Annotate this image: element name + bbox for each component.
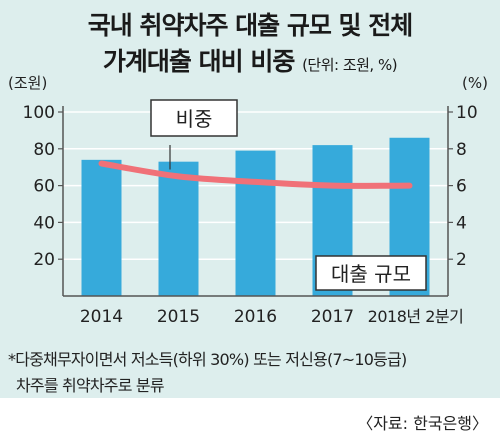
chart-title-second: 가계대출 대비 비중 — [102, 47, 295, 76]
bar-2014 — [81, 159, 122, 296]
footnote-line2: 차주를 취약차주로 분류 — [16, 376, 165, 395]
unit-note: (단위: 조원, %) — [302, 56, 398, 74]
x-label-2: 2016 — [234, 307, 277, 327]
left-tick-60: 60 — [33, 177, 55, 197]
right-tick-6: 6 — [456, 177, 467, 197]
left-tick-20: 20 — [33, 250, 55, 270]
ratio-callout-box — [150, 99, 238, 137]
bar-2016 — [235, 150, 276, 296]
left-tick-40: 40 — [33, 213, 55, 233]
bar-series-label-box — [315, 255, 427, 291]
left-tick-80: 80 — [33, 140, 55, 160]
right-tick-2: 2 — [456, 250, 467, 270]
x-label-3: 2017 — [311, 307, 354, 327]
bar-series-label: 대출 규모 — [331, 262, 411, 286]
left-tick-100: 100 — [23, 103, 55, 123]
right-tick-4: 4 — [456, 213, 467, 233]
left-axis-unit: (조원) — [8, 74, 47, 92]
loan-chart: 20 40 60 80 100 2 4 6 8 10 (조원) (%) 2014 2015 2016 2017… — [8, 74, 488, 327]
right-tick-10: 10 — [456, 103, 478, 123]
footnote-line1: *다중채무자이면서 저소득(하위 30%) 또는 저신용(7~10등급) — [8, 350, 407, 369]
x-label-1: 2015 — [157, 307, 200, 327]
right-axis-unit: (%) — [462, 74, 488, 92]
x-label-0: 2014 — [80, 307, 123, 327]
right-tick-8: 8 — [456, 140, 467, 160]
bar-2015 — [158, 161, 199, 296]
x-label-4: 2018년 2분기 — [368, 307, 464, 326]
chart-title-line2: 가계대출 대비 비중 (단위: 조원, %) — [0, 42, 500, 78]
chart-title: 국내 취약차주 대출 규모 및 전체 — [87, 11, 414, 40]
source-label: 〈자료: 한국은행〉 — [357, 414, 488, 433]
ratio-callout-label: 비중 — [176, 107, 213, 131]
